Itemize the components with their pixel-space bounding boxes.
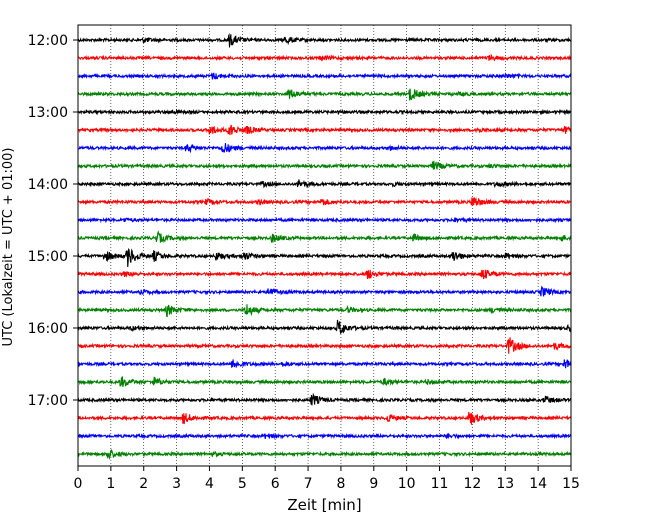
x-tick-label-14: 14: [529, 476, 547, 492]
trace-row-1445: [77, 229, 572, 244]
y-tick-label-1: 13:00: [28, 105, 68, 121]
trace-row-1645: [77, 376, 572, 387]
x-tick-label-7: 7: [304, 476, 313, 492]
trace-row-1415: [77, 197, 572, 206]
trace-row-1745: [77, 448, 572, 461]
trace-row-1330: [77, 143, 572, 154]
x-tick-label-0: 0: [74, 476, 83, 492]
axis-layer: 0 1 2 3 4 5 6 7 8 9 10 11 12 13 14 1512:0013:0014:0015:…: [28, 33, 580, 492]
trace-row-1200: [77, 32, 572, 48]
y-tick-label-2: 14:00: [28, 177, 68, 193]
x-tick-label-11: 11: [431, 476, 449, 492]
x-tick-label-9: 9: [369, 476, 378, 492]
x-tick-label-3: 3: [172, 476, 181, 492]
trace-row-1500: [77, 247, 572, 268]
trace-row-1515: [77, 269, 572, 280]
x-tick-label-15: 15: [562, 476, 580, 492]
x-axis-label: Zeit [min]: [287, 496, 361, 514]
x-tick-label-8: 8: [336, 476, 345, 492]
trace-layer: [77, 32, 572, 461]
x-tick-label-6: 6: [271, 476, 280, 492]
x-tick-label-2: 2: [139, 476, 148, 492]
trace-row-1700: [77, 392, 572, 406]
y-tick-label-3: 15:00: [28, 249, 68, 265]
trace-row-1315: [77, 124, 572, 136]
trace-row-1530: [77, 285, 572, 297]
x-tick-label-5: 5: [238, 476, 247, 492]
trace-row-1400: [77, 179, 572, 189]
trace-row-1600: [77, 319, 572, 334]
trace-row-1430: [77, 216, 572, 224]
y-tick-label-0: 12:00: [28, 33, 68, 49]
x-tick-label-12: 12: [463, 476, 481, 492]
trace-row-1230: [77, 72, 572, 80]
trace-row-1615: [77, 337, 572, 354]
trace-row-1630: [77, 359, 572, 369]
trace-row-1245: [77, 88, 572, 101]
trace-row-1300: [77, 108, 572, 116]
trace-row-1345: [77, 160, 572, 171]
x-tick-label-1: 1: [106, 476, 115, 492]
trace-row-1730: [77, 432, 572, 440]
trace-row-1545: [77, 304, 572, 318]
y-tick-label-4: 16:00: [28, 321, 68, 337]
trace-row-1215: [77, 53, 572, 62]
y-tick-label-5: 17:00: [28, 393, 68, 409]
x-tick-label-13: 13: [496, 476, 514, 492]
y-axis-label: UTC (Lokalzeit = UTC + 01:00): [1, 148, 16, 347]
trace-row-1715: [77, 411, 572, 425]
x-tick-label-10: 10: [398, 476, 416, 492]
x-tick-label-4: 4: [205, 476, 214, 492]
plot-frame: [77, 24, 572, 467]
